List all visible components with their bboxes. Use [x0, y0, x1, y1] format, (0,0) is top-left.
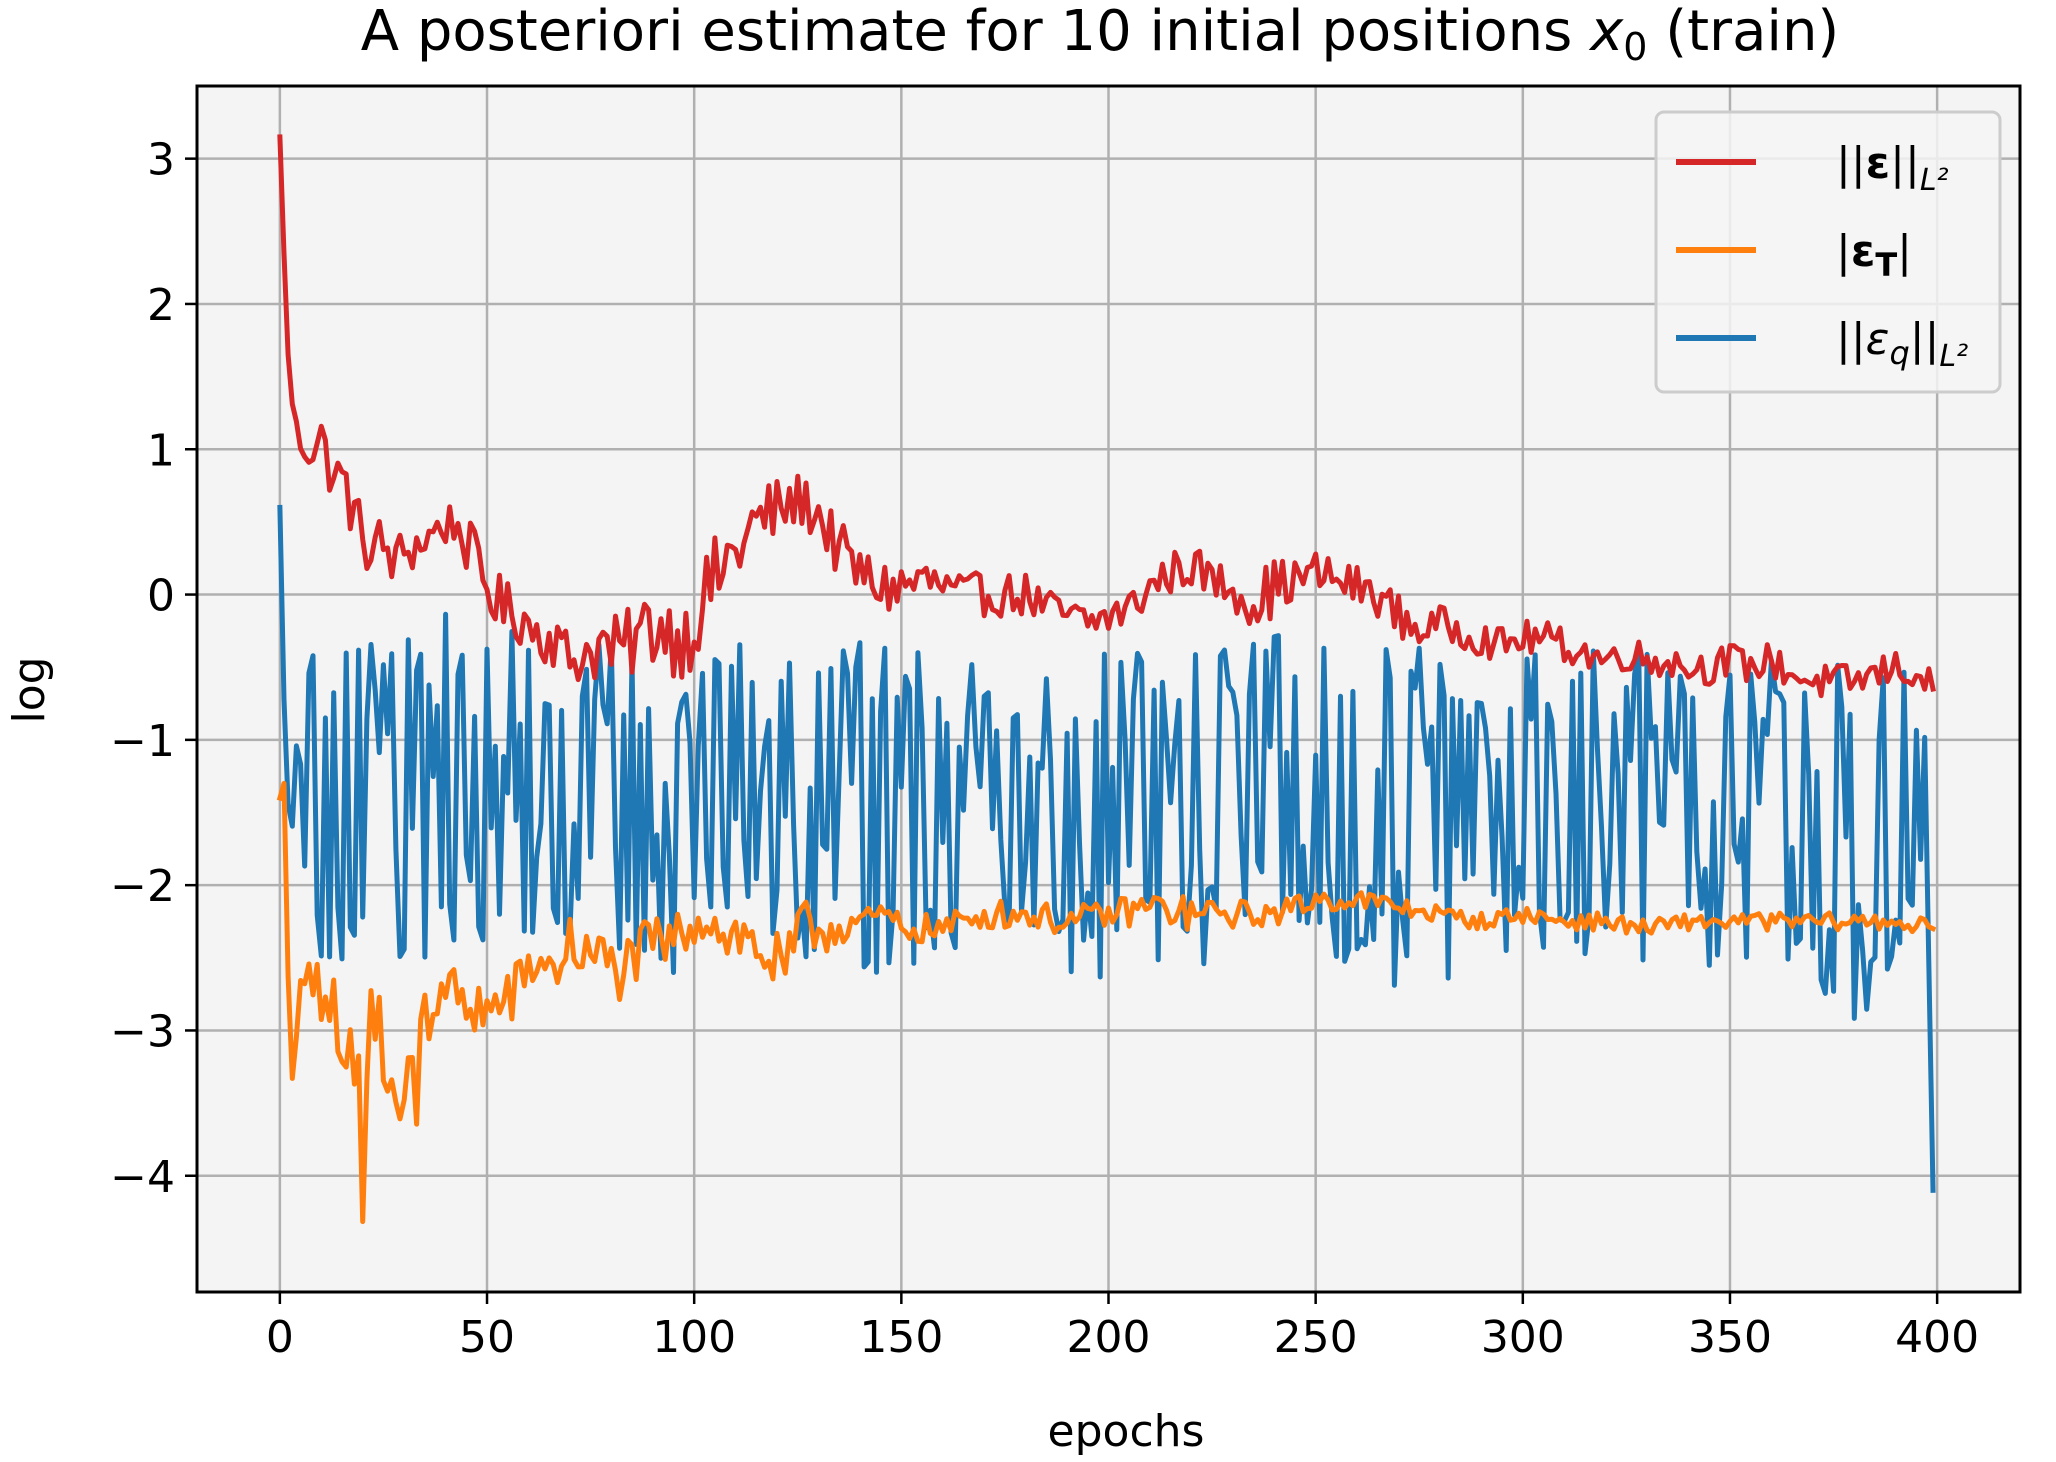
legend-label-1: |εT|: [1836, 226, 1912, 284]
x-tick-label: 300: [1481, 1312, 1565, 1363]
y-tick-label: 3: [147, 135, 175, 186]
series-line-2: [277, 504, 1936, 1193]
y-tick-label: 1: [147, 425, 175, 476]
series-layer: [276, 134, 1937, 1225]
x-tick-label: 50: [459, 1312, 515, 1363]
x-tick-label: 350: [1688, 1312, 1772, 1363]
y-tick-label: −2: [110, 861, 175, 912]
y-axis: −4 −3 −2 −1 0 1 2 3: [110, 135, 197, 1203]
y-tick-label: 0: [147, 571, 175, 622]
y-tick-label: −3: [110, 1006, 175, 1057]
x-axis-label: epochs: [1048, 1406, 1205, 1457]
y-axis-label: log: [4, 656, 55, 723]
series-line-1: [276, 780, 1937, 1225]
legend-label-2: ||εq||L²: [1836, 314, 1968, 374]
legend-box: [1654, 110, 2002, 394]
x-tick-label: 250: [1274, 1312, 1358, 1363]
x-tick-label: 0: [266, 1312, 294, 1363]
title-text: A posteriori estimate for 10 initial pos…: [361, 0, 1590, 64]
x-tick-label: 200: [1067, 1312, 1151, 1363]
title-var: x: [1588, 0, 1624, 64]
legend-label-0: ||ε||L²: [1836, 138, 1949, 198]
y-tick-label: −1: [110, 716, 175, 767]
x-tick-label: 400: [1895, 1312, 1979, 1363]
title-sub: 0: [1623, 25, 1647, 69]
series-line-0: [277, 134, 1936, 699]
y-tick-label: −4: [110, 1152, 175, 1203]
x-tick-label: 150: [859, 1312, 943, 1363]
legend: ||ε||L² |εT| ||εq||L²: [1654, 110, 2002, 394]
x-axis: 0 50 100 150 200 250 300 350 400: [266, 1292, 1979, 1363]
title-tail: (train): [1647, 0, 1839, 64]
y-tick-label: 2: [147, 280, 175, 331]
x-tick-label: 100: [652, 1312, 736, 1363]
chart-title: A posteriori estimate for 10 initial pos…: [361, 0, 1840, 69]
